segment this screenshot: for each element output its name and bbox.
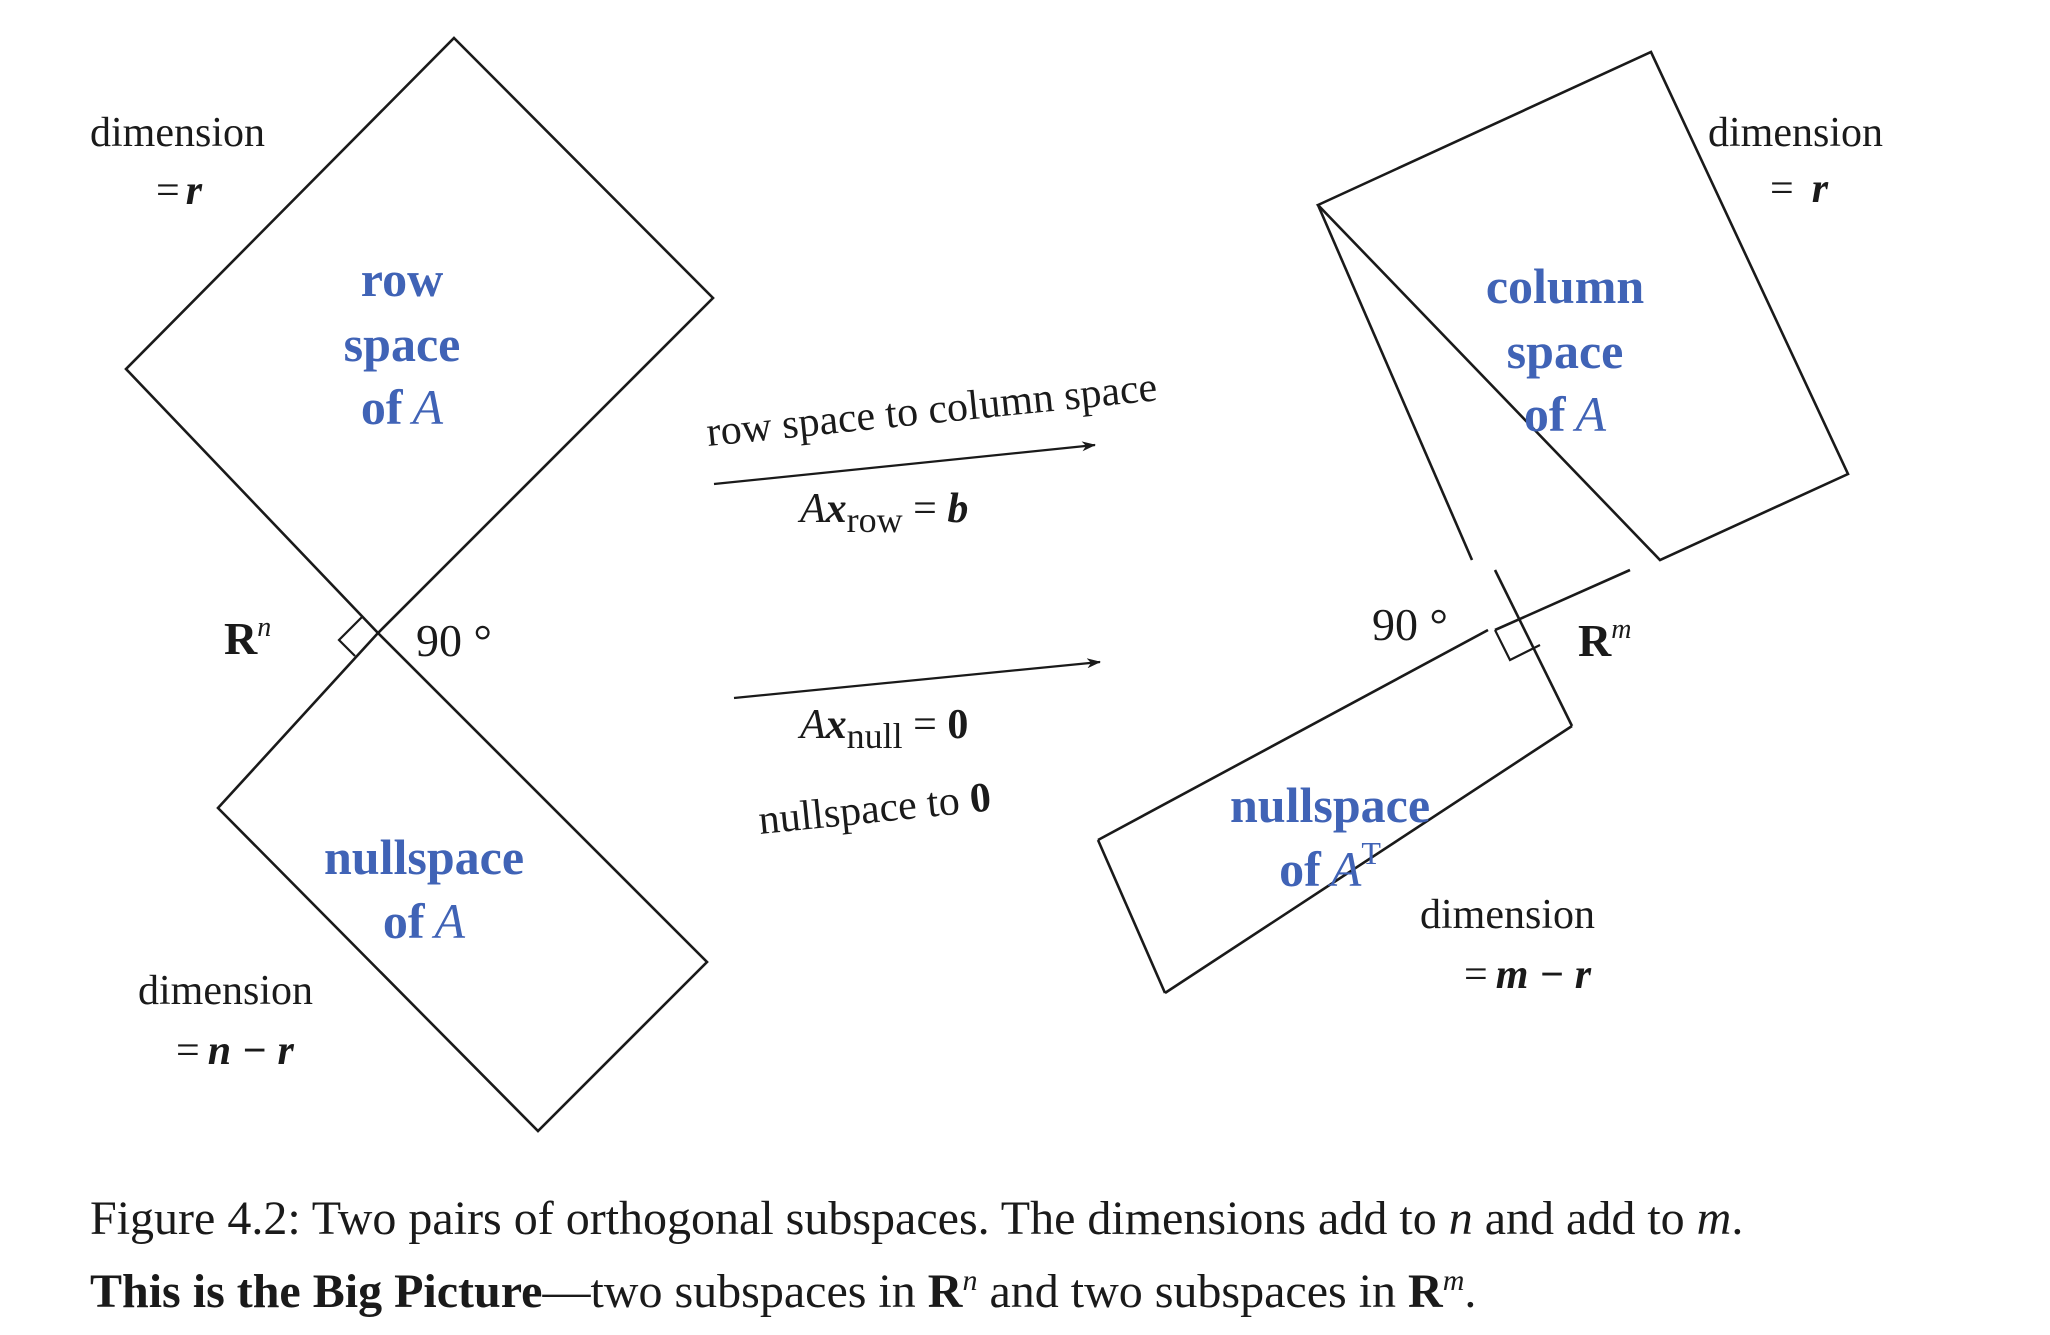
dimension-label-row: dimension bbox=[90, 110, 265, 156]
nullspace-label-line1: nullspace bbox=[324, 829, 524, 885]
dimension-value-column: = r bbox=[1770, 166, 1829, 212]
left-nullspace-edge bbox=[1494, 568, 1631, 632]
column-space-label-line2: space bbox=[1507, 323, 1624, 379]
arrow-row-to-column bbox=[713, 441, 1096, 486]
space-label-Rn: Rn bbox=[224, 612, 271, 664]
dimension-value-left-null: = m − r bbox=[1464, 952, 1592, 998]
dimension-label-column: dimension bbox=[1708, 110, 1883, 156]
caption-line-2: This is the Big Picture—two subspaces in… bbox=[90, 1264, 1477, 1318]
dimension-value-null: = n − r bbox=[176, 1028, 294, 1074]
left-nullspace-label-line2: of AT bbox=[1279, 835, 1381, 897]
row-space-label-line1: row bbox=[361, 251, 443, 307]
left-nullspace-edge bbox=[1096, 839, 1167, 994]
angle-label-right: 90 ° bbox=[1372, 599, 1448, 650]
left-nullspace-edge bbox=[1097, 628, 1489, 842]
arrow-top-equation: Axrow = b bbox=[797, 486, 968, 540]
right-angle-marker-right bbox=[1494, 629, 1541, 662]
row-space-label-line3: of A bbox=[361, 379, 444, 435]
arrow-top-caption: row space to column space bbox=[704, 364, 1159, 455]
angle-label-left: 90 ° bbox=[416, 615, 492, 666]
nullspace-label-line2: of A bbox=[383, 893, 466, 949]
dimension-label-left-null: dimension bbox=[1420, 892, 1595, 938]
arrow-bottom-equation: Axnull = 0 bbox=[797, 702, 968, 756]
arrow-null-to-zero bbox=[733, 658, 1101, 700]
column-space-edge bbox=[1316, 204, 1474, 561]
big-picture-diagram: dimension = r row space of A Rn 90 ° nulls… bbox=[90, 36, 1883, 1133]
dimension-value-row: = r bbox=[156, 168, 203, 214]
space-label-Rm: Rm bbox=[1578, 614, 1631, 666]
row-space-label-line2: space bbox=[344, 316, 461, 372]
nullspace-diamond bbox=[216, 631, 709, 1133]
dimension-label-null: dimension bbox=[138, 968, 313, 1014]
left-nullspace-label-line1: nullspace bbox=[1230, 777, 1430, 833]
column-space-square bbox=[1315, 50, 1850, 562]
column-space-label-line1: column bbox=[1486, 258, 1645, 314]
figure-caption: Figure 4.2: Two pairs of orthogonal subs… bbox=[90, 1188, 2030, 1323]
arrow-bottom-caption: nullspace to 0 bbox=[756, 775, 993, 844]
column-space-label-line3: of A bbox=[1524, 386, 1607, 442]
caption-line-1: Figure 4.2: Two pairs of orthogonal subs… bbox=[90, 1192, 1744, 1245]
right-angle-marker-left bbox=[337, 616, 363, 657]
left-nullspace-edge bbox=[1164, 724, 1573, 995]
